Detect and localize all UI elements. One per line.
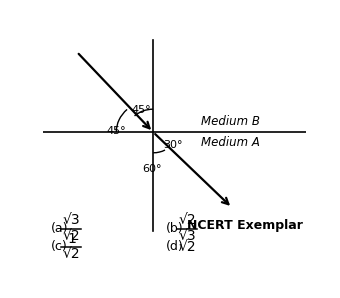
Text: (b): (b) <box>166 222 184 235</box>
Text: (c): (c) <box>50 240 67 253</box>
Text: Medium B: Medium B <box>201 115 259 128</box>
Text: √2: √2 <box>63 229 80 243</box>
Text: √3: √3 <box>178 229 196 243</box>
Text: 30°: 30° <box>163 140 183 150</box>
Text: √2: √2 <box>178 240 196 254</box>
Text: √2: √2 <box>63 247 80 261</box>
Text: (a): (a) <box>50 222 68 235</box>
Text: √3: √3 <box>63 213 80 227</box>
Text: NCERT Exemplar: NCERT Exemplar <box>187 218 303 232</box>
Text: 1: 1 <box>67 232 76 246</box>
Text: Medium A: Medium A <box>201 136 259 149</box>
Text: 60°: 60° <box>142 164 162 174</box>
Text: (d): (d) <box>166 240 184 253</box>
Text: 45°: 45° <box>106 126 126 136</box>
Text: √2: √2 <box>178 213 196 227</box>
Text: 45°: 45° <box>132 105 151 115</box>
